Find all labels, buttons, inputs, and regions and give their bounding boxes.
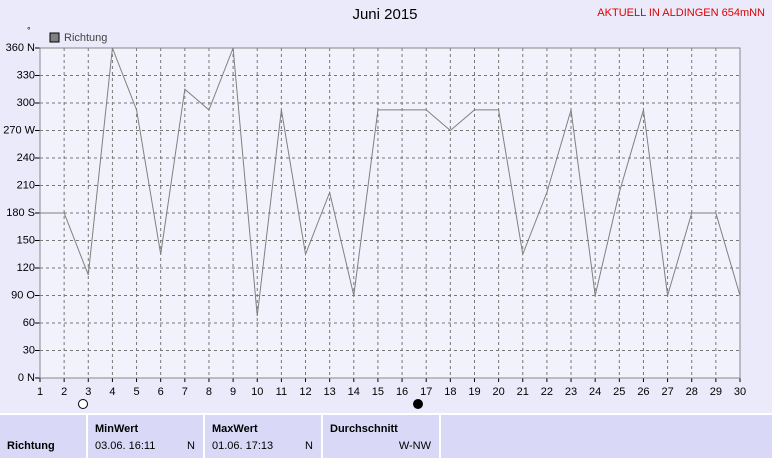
data-line xyxy=(40,47,741,317)
date: 03.06. 16:11 xyxy=(95,440,156,452)
x-tick-label: 17 xyxy=(420,386,432,398)
x-tick-label: 18 xyxy=(444,386,456,398)
x-tick-label: 27 xyxy=(661,386,673,398)
y-tick-label: 150 xyxy=(17,234,35,246)
moon-full xyxy=(413,399,423,409)
x-tick-label: 14 xyxy=(348,386,360,398)
x-tick-label: 15 xyxy=(372,386,384,398)
direction: N xyxy=(187,440,195,452)
x-tick-label: 8 xyxy=(206,386,212,398)
x-tick-label: 22 xyxy=(541,386,553,398)
unit-label: ° xyxy=(27,25,31,35)
x-tick-label: 21 xyxy=(517,386,529,398)
moon-new xyxy=(78,399,88,409)
y-tick-label: 30 xyxy=(23,344,35,356)
legend-label: Richtung xyxy=(64,32,107,44)
y-tick-label: 180 S xyxy=(6,207,35,219)
y-tick-label: 60 xyxy=(23,317,35,329)
x-tick-label: 20 xyxy=(492,386,504,398)
x-tick-label: 2 xyxy=(61,386,67,398)
y-tick-label: 330 xyxy=(17,69,35,81)
x-tick-label: 16 xyxy=(396,386,408,398)
header: MinWert xyxy=(95,423,139,435)
x-tick-label: 28 xyxy=(686,386,698,398)
empty-cell xyxy=(441,413,772,458)
row-label: Richtung xyxy=(7,440,55,452)
summary-table: Richtung MinWert 03.06. 16:11 N MaxWert … xyxy=(0,413,772,458)
x-tick-label: 19 xyxy=(468,386,480,398)
chart: Juni 2015 AKTUELL IN ALDINGEN 654mNN ° 0… xyxy=(3,6,765,409)
station-label: AKTUELL IN ALDINGEN 654mNN xyxy=(597,7,765,19)
x-tick-label: 24 xyxy=(589,386,601,398)
x-tick-label: 29 xyxy=(710,386,722,398)
x-tick-label: 12 xyxy=(299,386,311,398)
direction: N xyxy=(305,440,313,452)
x-tick-label: 3 xyxy=(85,386,91,398)
y-tick-label: 240 xyxy=(17,152,35,164)
min-cell: MinWert 03.06. 16:11 N xyxy=(88,413,205,458)
x-tick-label: 30 xyxy=(734,386,746,398)
y-tick-label: 360 N xyxy=(6,42,35,54)
row-label-cell: Richtung xyxy=(0,413,88,458)
y-tick-label: 270 W xyxy=(3,124,35,136)
x-tick-label: 9 xyxy=(230,386,236,398)
y-tick-label: 120 xyxy=(17,262,35,274)
x-tick-label: 25 xyxy=(613,386,625,398)
x-tick-label: 6 xyxy=(158,386,164,398)
x-tick-label: 1 xyxy=(37,386,43,398)
x-tick-label: 4 xyxy=(109,386,115,398)
x-tick-label: 10 xyxy=(251,386,263,398)
header: MaxWert xyxy=(212,423,258,435)
header: Durchschnitt xyxy=(330,423,398,435)
direction: W-NW xyxy=(398,440,431,452)
avg-cell: Durchschnitt W-NW xyxy=(323,413,441,458)
x-tick-label: 5 xyxy=(133,386,139,398)
chart-title: Juni 2015 xyxy=(352,6,417,23)
x-tick-label: 7 xyxy=(182,386,188,398)
y-tick-label: 300 xyxy=(17,97,35,109)
x-tick-label: 23 xyxy=(565,386,577,398)
x-tick-label: 13 xyxy=(324,386,336,398)
x-tick-label: 26 xyxy=(637,386,649,398)
date: 01.06. 17:13 xyxy=(212,440,274,452)
max-cell: MaxWert 01.06. 17:13 N xyxy=(205,413,323,458)
legend-swatch xyxy=(49,32,60,43)
y-tick-label: 90 O xyxy=(11,289,35,301)
x-tick-label: 11 xyxy=(276,386,287,398)
y-tick-label: 210 xyxy=(17,179,35,191)
y-tick-label: 0 N xyxy=(18,372,35,384)
